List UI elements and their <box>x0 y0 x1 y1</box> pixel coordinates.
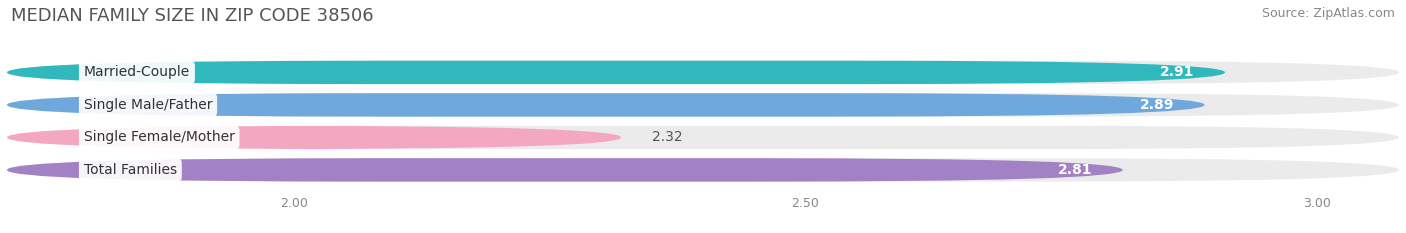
Text: 2.89: 2.89 <box>1139 98 1174 112</box>
Text: Source: ZipAtlas.com: Source: ZipAtlas.com <box>1261 7 1395 20</box>
Text: Single Female/Mother: Single Female/Mother <box>84 130 235 144</box>
FancyBboxPatch shape <box>7 61 1225 84</box>
Text: 2.91: 2.91 <box>1160 65 1194 79</box>
Text: 2.32: 2.32 <box>652 130 682 144</box>
Text: Total Families: Total Families <box>84 163 177 177</box>
Text: Single Male/Father: Single Male/Father <box>84 98 212 112</box>
FancyBboxPatch shape <box>7 126 1399 149</box>
FancyBboxPatch shape <box>7 61 1399 84</box>
FancyBboxPatch shape <box>7 158 1122 182</box>
Text: Married-Couple: Married-Couple <box>84 65 190 79</box>
Text: MEDIAN FAMILY SIZE IN ZIP CODE 38506: MEDIAN FAMILY SIZE IN ZIP CODE 38506 <box>11 7 374 25</box>
FancyBboxPatch shape <box>7 93 1399 116</box>
Text: 2.81: 2.81 <box>1057 163 1092 177</box>
FancyBboxPatch shape <box>7 126 621 149</box>
FancyBboxPatch shape <box>7 158 1399 182</box>
FancyBboxPatch shape <box>7 93 1205 116</box>
